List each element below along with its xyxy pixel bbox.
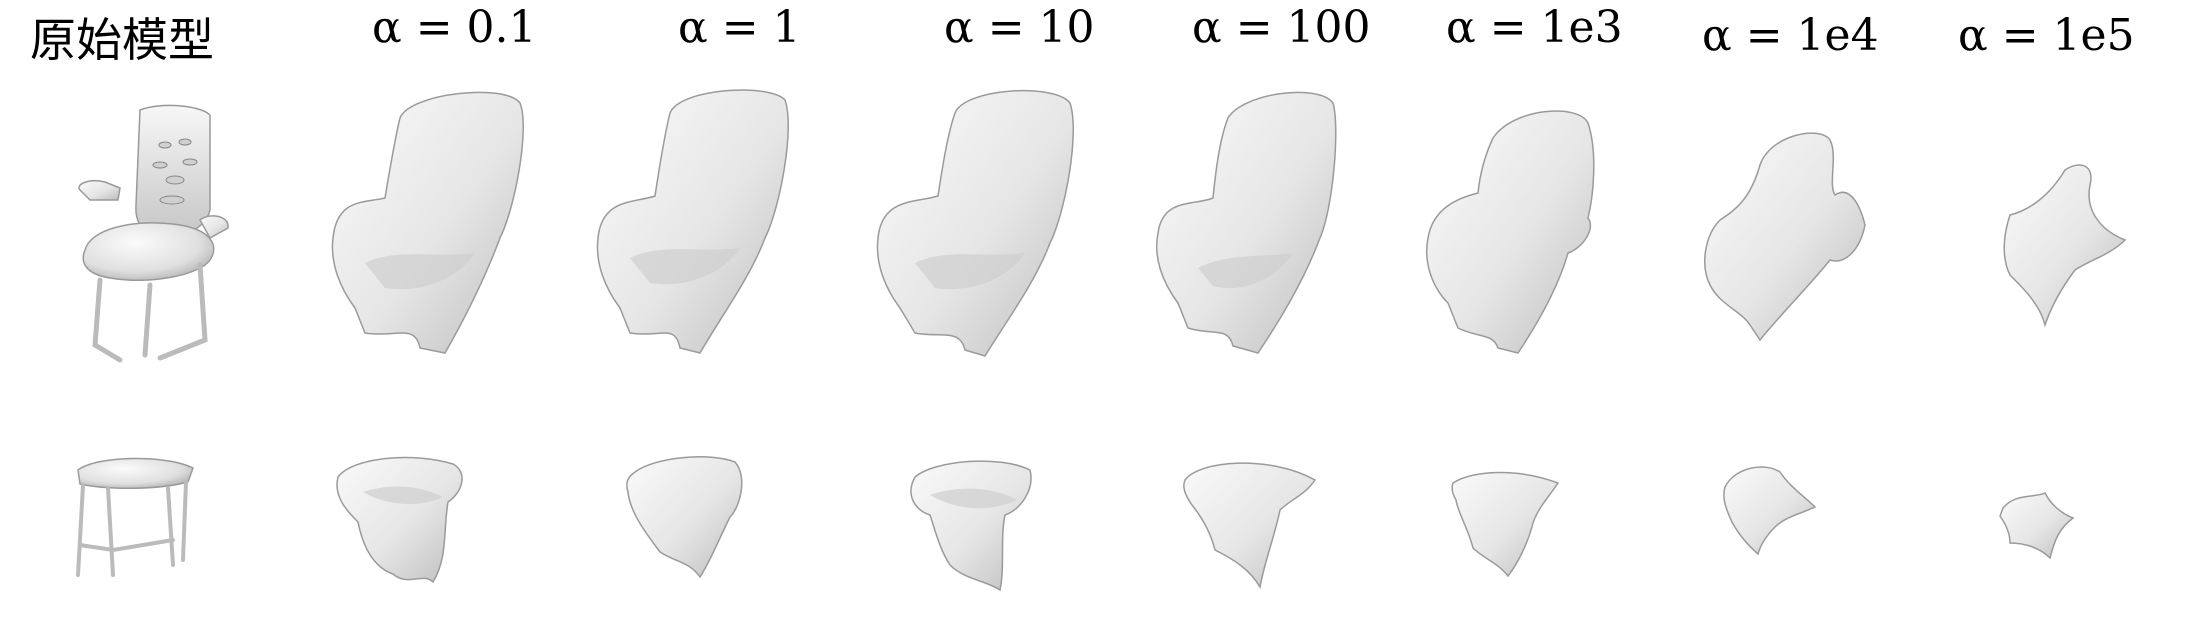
stool-alpha-100-render xyxy=(1180,455,1320,590)
stool-alpha-1e4-render xyxy=(1720,462,1820,557)
header-alpha-1e4: α = 1e4 xyxy=(1702,10,1879,61)
chair-alpha-1e5-render xyxy=(1990,155,2130,330)
stool-alpha-1e3-render xyxy=(1448,468,1563,578)
chair-alpha-1e4-render xyxy=(1700,125,1880,345)
header-alpha-100: α = 100 xyxy=(1192,2,1371,53)
chair-alpha-0-1-render xyxy=(325,88,535,358)
chair-alpha-1e3-render xyxy=(1418,98,1608,358)
chair-alpha-1-render xyxy=(590,88,800,358)
header-alpha-0-1: α = 0.1 xyxy=(372,2,537,53)
chair-alpha-100-render xyxy=(1148,88,1348,358)
stool-alpha-1e5-render xyxy=(1995,488,2075,563)
stool-alpha-0-1-render xyxy=(333,452,473,592)
header-alpha-10: α = 10 xyxy=(944,2,1095,53)
header-alpha-1e3: α = 1e3 xyxy=(1446,2,1623,53)
chair-alpha-10-render xyxy=(870,88,1080,358)
stool-alpha-1-render xyxy=(620,452,750,582)
original-chair-render xyxy=(60,100,240,365)
stool-alpha-10-render xyxy=(905,455,1040,595)
header-alpha-1e5: α = 1e5 xyxy=(1958,10,2135,61)
header-alpha-1: α = 1 xyxy=(678,2,801,53)
column-headers: 原始模型 α = 0.1 α = 1 α = 10 α = 100 α = 1e… xyxy=(0,0,2205,80)
header-original-model: 原始模型 xyxy=(30,13,214,67)
original-stool-render xyxy=(68,450,198,585)
